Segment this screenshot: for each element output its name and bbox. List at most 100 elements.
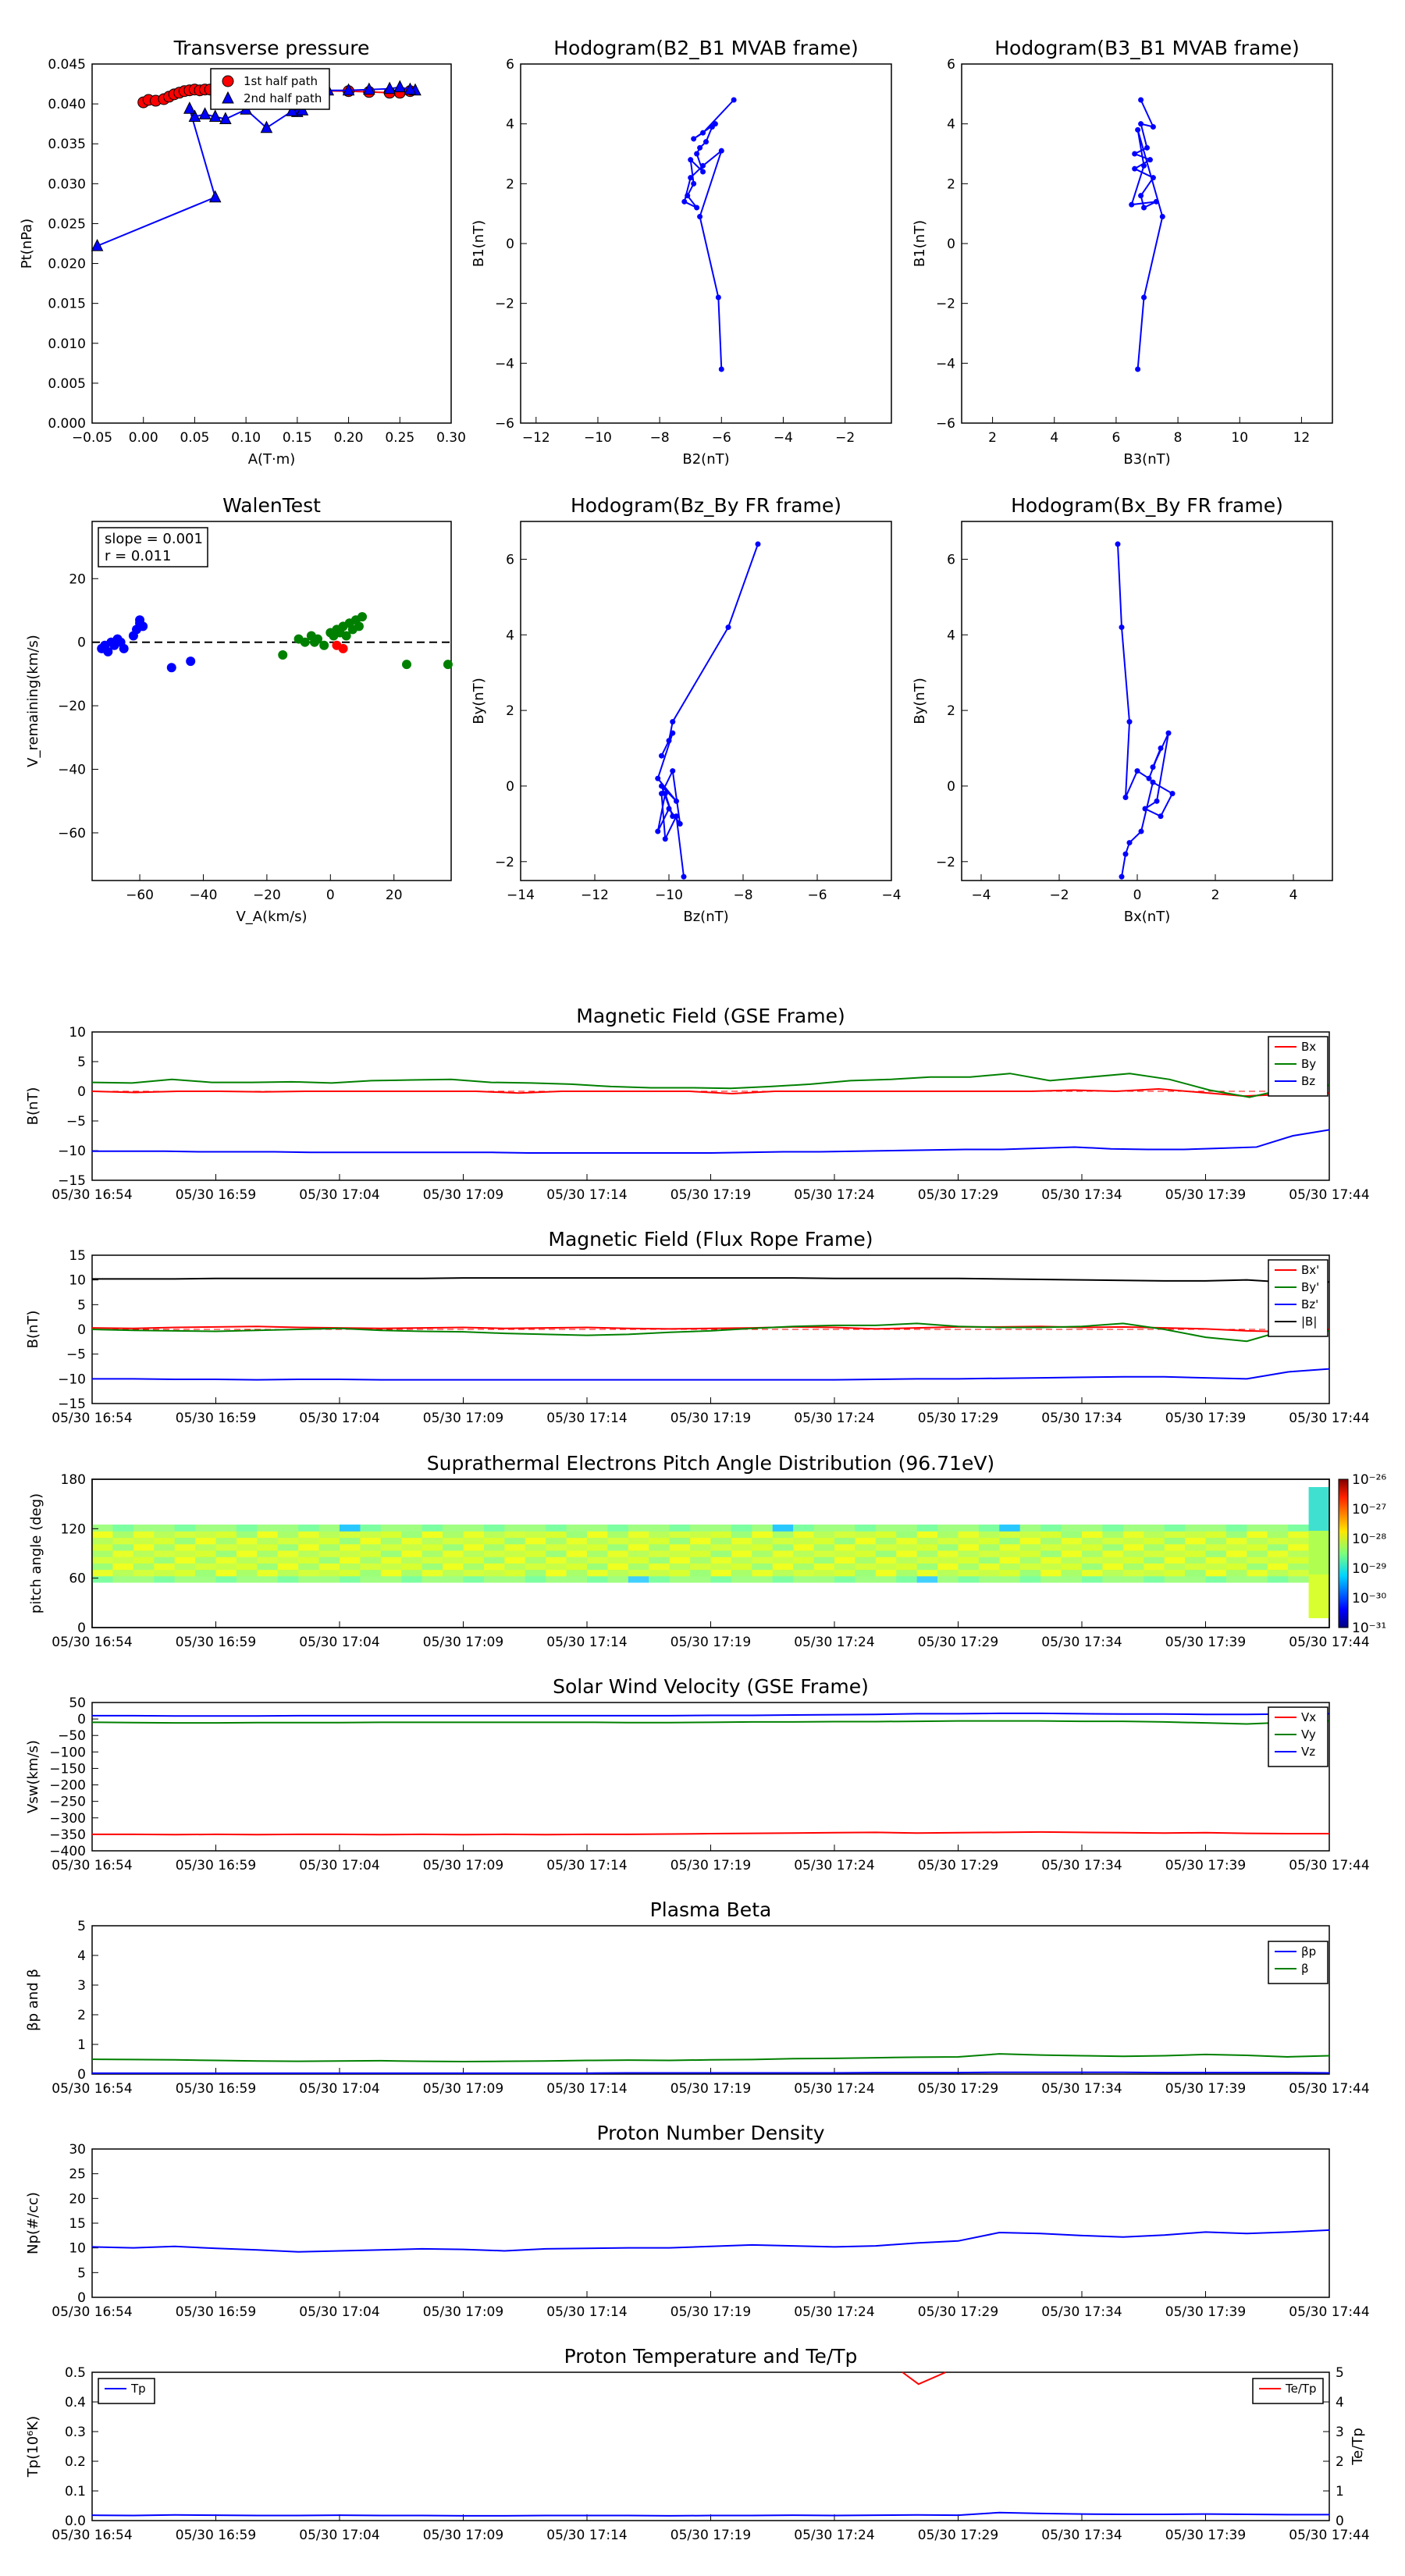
vsw-xtick-label: 05/30 16:59 bbox=[176, 1858, 256, 1873]
pad-cell bbox=[999, 1531, 1021, 1539]
walen-xtick-label: −20 bbox=[253, 888, 281, 903]
pad-cell bbox=[1040, 1569, 1062, 1577]
pad-cell bbox=[277, 1563, 299, 1571]
pad-cell bbox=[154, 1550, 176, 1557]
pad-cell bbox=[298, 1537, 320, 1545]
vsw-ytick-label: −150 bbox=[49, 1761, 86, 1777]
pad-cell bbox=[1102, 1525, 1124, 1532]
pad-cell bbox=[92, 1550, 114, 1557]
h3-ytick-label: 0 bbox=[506, 779, 514, 795]
pad-cell bbox=[525, 1575, 546, 1583]
bfr-xtick-label: 05/30 16:59 bbox=[176, 1411, 256, 1426]
pad-cell bbox=[1164, 1543, 1186, 1551]
pad-cell bbox=[731, 1550, 752, 1557]
pad-cell bbox=[112, 1525, 134, 1532]
pad-cell bbox=[793, 1537, 815, 1545]
pad-cell bbox=[958, 1525, 980, 1532]
pad-cell bbox=[298, 1563, 320, 1571]
pad-cell bbox=[1122, 1543, 1144, 1551]
pad-cell bbox=[896, 1550, 918, 1557]
pad-cell bbox=[772, 1557, 794, 1564]
pad-cell bbox=[587, 1531, 609, 1539]
pad-cell bbox=[1205, 1557, 1227, 1564]
pad-cell bbox=[1019, 1543, 1041, 1551]
pad-cell bbox=[1122, 1525, 1144, 1532]
temp-xtick-label: 05/30 16:59 bbox=[176, 2528, 256, 2543]
pad-cell bbox=[669, 1531, 691, 1539]
pad-cell bbox=[855, 1575, 877, 1583]
pad-cell bbox=[1185, 1557, 1207, 1564]
pad-cell bbox=[318, 1575, 340, 1583]
pad-cell bbox=[1185, 1550, 1207, 1557]
pad-cell bbox=[504, 1569, 526, 1577]
beta-ytick-label: 3 bbox=[77, 1978, 86, 1994]
pad-cell bbox=[587, 1575, 609, 1583]
walen-point bbox=[319, 640, 329, 650]
walen-slope: slope = 0.001 bbox=[105, 531, 203, 547]
pad-cell bbox=[958, 1557, 980, 1564]
temp-xtick-label: 05/30 17:14 bbox=[546, 2528, 627, 2543]
pad-cell bbox=[195, 1537, 217, 1545]
pad-cell bbox=[92, 1525, 114, 1532]
pad-cell bbox=[401, 1575, 423, 1583]
bfr-xtick-label: 05/30 17:14 bbox=[546, 1411, 627, 1426]
pad-cell bbox=[916, 1569, 938, 1577]
pad-cell bbox=[318, 1537, 340, 1545]
vsw-ytick-label: −100 bbox=[49, 1745, 86, 1760]
bgse-xtick-label: 05/30 17:24 bbox=[794, 1187, 874, 1203]
beta-xtick-label: 05/30 16:54 bbox=[52, 2081, 132, 2097]
pad-cell bbox=[1144, 1531, 1165, 1539]
pad-ytick-label: 60 bbox=[69, 1571, 86, 1587]
pad-cell bbox=[793, 1575, 815, 1583]
beta-xtick-label: 05/30 16:59 bbox=[176, 2081, 256, 2097]
h4-point bbox=[1126, 719, 1133, 725]
h2-point bbox=[1141, 205, 1147, 211]
walen-point bbox=[338, 643, 348, 653]
pad-cell bbox=[855, 1569, 877, 1577]
pad-cell bbox=[546, 1575, 567, 1583]
np-ytick-label: 25 bbox=[69, 2167, 86, 2183]
pad-panel: Suprathermal Electrons Pitch Angle Distr… bbox=[28, 1452, 1386, 1650]
pad-cell bbox=[1082, 1525, 1104, 1532]
h3-point bbox=[670, 719, 676, 725]
temp-right-ytick-label: 3 bbox=[1336, 2425, 1344, 2440]
pad-cell bbox=[607, 1525, 629, 1532]
tp-point bbox=[208, 109, 222, 122]
pad-cell bbox=[463, 1525, 485, 1532]
tp-xtick-label: 0.00 bbox=[129, 430, 158, 446]
pad-cell bbox=[813, 1550, 835, 1557]
pad-cell bbox=[793, 1531, 815, 1539]
h2-point bbox=[1150, 124, 1156, 130]
np-xtick-label: 05/30 17:44 bbox=[1289, 2304, 1369, 2320]
pad-cell bbox=[1267, 1550, 1289, 1557]
pad-cell bbox=[401, 1525, 423, 1532]
pad-cell bbox=[257, 1563, 279, 1571]
pad-cell bbox=[1164, 1557, 1186, 1564]
np-ytick-label: 20 bbox=[69, 2191, 86, 2207]
h3-ytick-label: 6 bbox=[506, 552, 514, 568]
h1-ylabel: B1(nT) bbox=[471, 220, 487, 267]
pad-cell bbox=[752, 1550, 774, 1557]
pad-cell bbox=[236, 1525, 258, 1532]
pad-cell bbox=[215, 1531, 237, 1539]
pad-cell bbox=[607, 1563, 629, 1571]
h1-ytick-label: 4 bbox=[506, 117, 514, 133]
h3-xtick-label: −6 bbox=[807, 888, 827, 903]
pad-cell bbox=[422, 1575, 443, 1583]
pad-cell bbox=[133, 1543, 155, 1551]
pad-cell bbox=[1308, 1531, 1329, 1553]
pad-cell bbox=[855, 1531, 877, 1539]
pad-cell bbox=[772, 1569, 794, 1577]
tp-ytick-label: 0.045 bbox=[48, 57, 86, 73]
h1-point bbox=[681, 198, 688, 205]
pad-cell bbox=[649, 1543, 670, 1551]
pad-cell bbox=[834, 1569, 856, 1577]
pad-cell bbox=[731, 1563, 752, 1571]
tp-ytick-label: 0.040 bbox=[48, 97, 86, 112]
pad-cell bbox=[1019, 1563, 1041, 1571]
vsw-ytick-label: −300 bbox=[49, 1811, 86, 1827]
np-xtick-label: 05/30 17:09 bbox=[423, 2304, 503, 2320]
pad-cell bbox=[154, 1563, 176, 1571]
pad-cell bbox=[401, 1557, 423, 1564]
bgse-xtick-label: 05/30 17:29 bbox=[918, 1187, 998, 1203]
